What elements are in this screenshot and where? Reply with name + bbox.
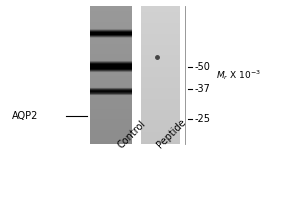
Text: -50: -50 (195, 62, 211, 72)
Text: Control: Control (116, 118, 147, 150)
Text: Peptide: Peptide (154, 117, 188, 150)
Text: -25: -25 (195, 114, 211, 124)
Text: AQP2: AQP2 (12, 111, 38, 121)
Text: -37: -37 (195, 84, 211, 94)
Text: $M_r$ X 10$^{-3}$: $M_r$ X 10$^{-3}$ (216, 68, 261, 82)
